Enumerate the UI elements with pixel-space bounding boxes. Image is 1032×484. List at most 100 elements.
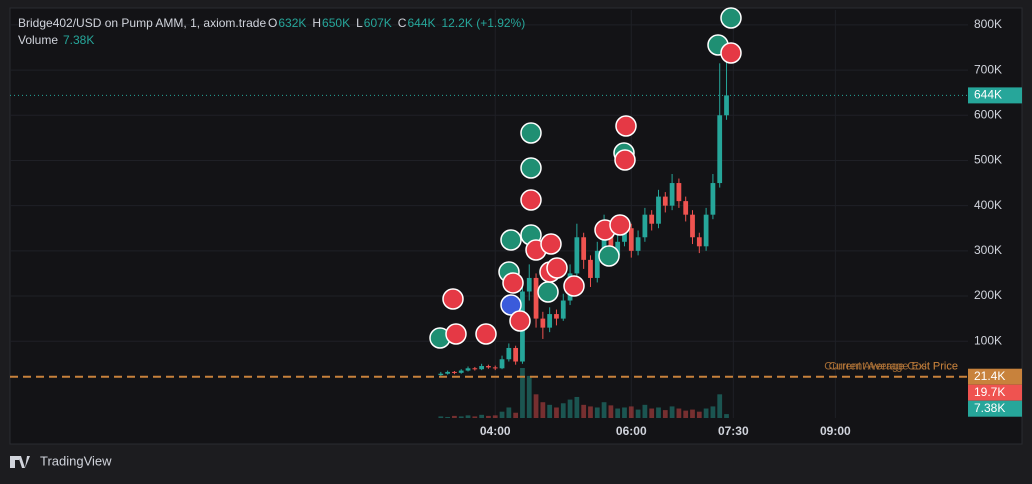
y-tick-label: 800K: [974, 17, 1002, 31]
candle-body: [547, 314, 553, 328]
candle-body: [465, 368, 471, 371]
trade-marker: [442, 288, 464, 310]
y-tick-label: 100K: [974, 333, 1002, 347]
volume-bar: [533, 394, 539, 418]
volume-bar: [445, 416, 450, 418]
price-tag: [968, 87, 1022, 104]
volume-bar: [724, 414, 729, 418]
candle-body: [526, 277, 532, 292]
trade-marker: [720, 42, 742, 64]
candle-body: [703, 214, 709, 247]
annotation: Current Average Exit Price: [829, 361, 958, 373]
legend-key: O: [268, 16, 277, 30]
trade-marker: [500, 294, 522, 316]
candle-body: [540, 318, 546, 328]
legend-key: L: [356, 16, 363, 30]
volume-bar: [628, 406, 634, 418]
volume-bar: [452, 415, 457, 418]
volume-bar: [703, 408, 709, 418]
trade-marker: [615, 115, 637, 137]
candle-body: [669, 183, 675, 206]
x-tick-label: 09:00: [820, 424, 851, 438]
y-tick-label: 700K: [974, 62, 1002, 76]
trade-marker: [614, 149, 636, 171]
trade-marker: [720, 7, 742, 29]
volume-bar: [622, 407, 627, 418]
trade-marker: [563, 275, 585, 297]
volume-bar: [547, 404, 553, 418]
candle-body: [472, 368, 478, 370]
candle-body: [560, 300, 566, 319]
candle-body: [486, 366, 491, 368]
candle-body: [690, 214, 695, 238]
price-tag: [968, 368, 1022, 385]
y-tick-label: 200K: [974, 288, 1002, 302]
volume-bar: [492, 415, 498, 418]
trade-marker: [520, 189, 542, 211]
volume-bar: [526, 375, 532, 418]
trade-marker: [500, 229, 522, 251]
volume-bar: [520, 368, 525, 418]
volume-bar: [567, 399, 573, 418]
candle-body: [662, 196, 668, 206]
volume-bar: [683, 410, 689, 418]
volume-bar: [499, 411, 505, 418]
legend-key: H: [312, 16, 321, 30]
candle-body: [642, 214, 648, 238]
candle-body: [588, 259, 593, 278]
volume-bar: [588, 406, 593, 418]
volume-bar: [574, 396, 580, 418]
volume-bar: [594, 407, 600, 418]
legend-change: 12.2K (+1.92%): [442, 16, 526, 30]
volume-tag-label: 7.38K: [974, 401, 1005, 415]
trade-marker: [502, 272, 524, 294]
volume-bar: [696, 411, 702, 418]
volume-bar: [458, 416, 464, 418]
candle-body: [656, 196, 661, 224]
candle-body: [458, 370, 464, 373]
volume-bar: [656, 407, 661, 418]
price-tag-label: 21.4K: [974, 369, 1005, 383]
volume-bar: [669, 406, 675, 418]
candle-body: [479, 366, 485, 370]
trade-marker: [475, 323, 497, 345]
candle-body: [635, 237, 641, 251]
symbol: Bridge402/USD on Pump AMM, 1, axiom.trad…: [18, 16, 266, 30]
volume-bar: [438, 416, 444, 418]
annotation: Current Average Cost Price: [824, 361, 958, 373]
candle-body: [445, 371, 450, 374]
trade-marker: [609, 214, 631, 236]
candle-body: [438, 373, 444, 376]
candle-body: [452, 371, 457, 373]
volume-bar: [472, 416, 478, 418]
volume-label: Volume: [18, 33, 58, 47]
trade-marker: [445, 323, 467, 345]
chart-panel: [9, 7, 1023, 445]
candle-body: [506, 347, 512, 360]
trade-marker: [537, 281, 559, 303]
candle-body: [676, 183, 682, 202]
brand-logo: [10, 456, 30, 468]
volume-bar: [560, 403, 566, 418]
trade-marker: [520, 122, 542, 144]
candle-body: [717, 115, 723, 184]
trade-marker: [509, 310, 531, 332]
trade-marker: [598, 245, 620, 267]
candle-body: [649, 214, 655, 224]
volume-bar: [540, 402, 546, 418]
volume-bar: [581, 404, 587, 418]
volume-bar: [676, 408, 682, 418]
trade-marker: [546, 257, 568, 279]
volume-bar: [608, 405, 614, 418]
volume-bar: [615, 408, 621, 418]
trade-marker: [520, 157, 542, 179]
x-tick-label: 06:00: [616, 424, 647, 438]
volume-bar: [479, 414, 485, 418]
legend-value: 650K: [322, 16, 350, 30]
brand[interactable]: TradingView: [40, 453, 112, 468]
y-tick-label: 400K: [974, 198, 1002, 212]
candle-body: [628, 228, 634, 251]
price-tag: [968, 384, 1022, 401]
candle-body: [724, 95, 729, 116]
